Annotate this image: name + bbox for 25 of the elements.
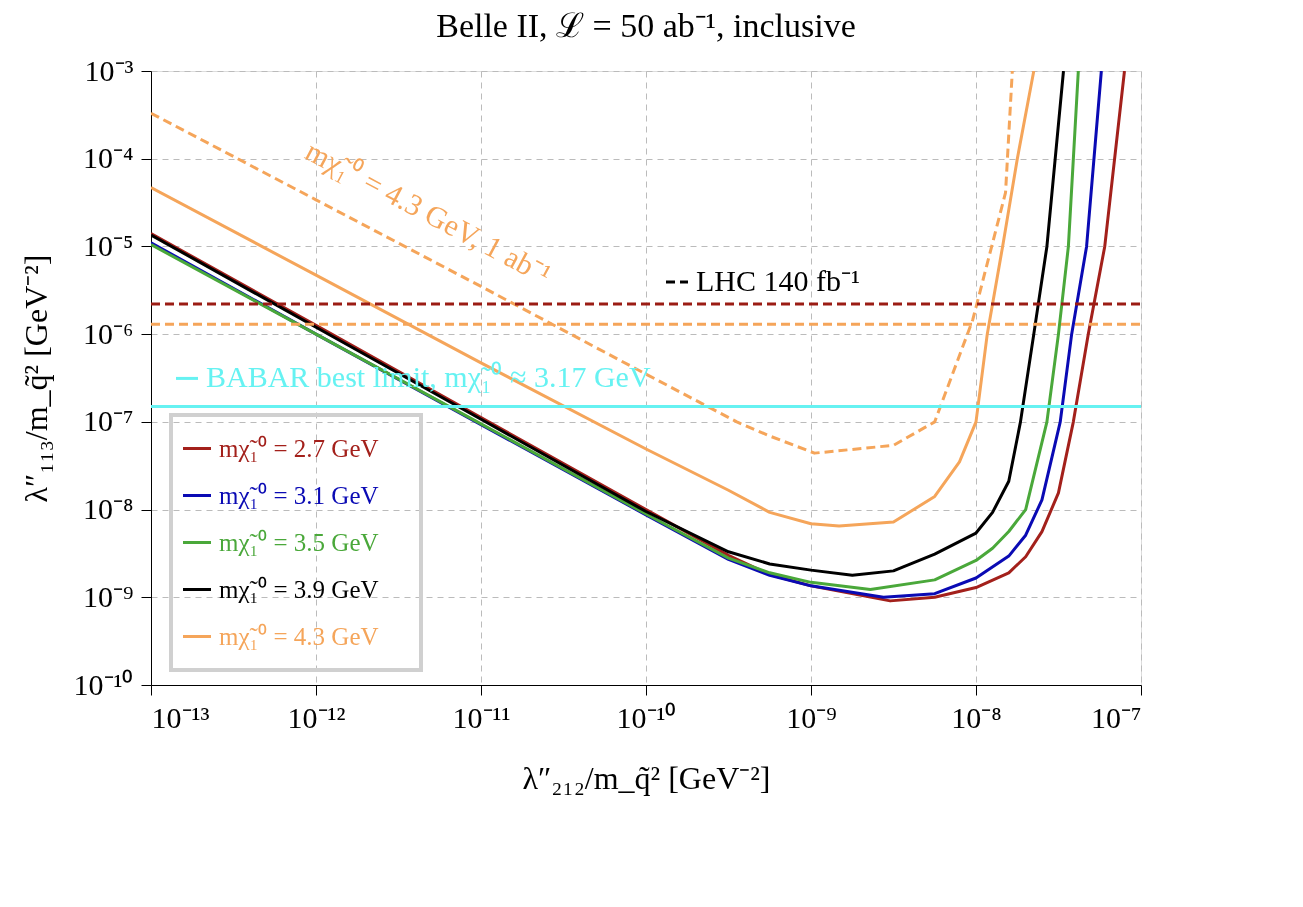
y-tick-label: 10⁻⁹ [83,579,134,613]
y-tick-label: 10⁻¹⁰ [73,667,134,701]
y-tick-label: 10⁻⁵ [83,228,134,262]
x-tick-label: 10⁻¹⁰ [616,700,677,734]
x-tick-label: 10⁻⁸ [951,700,1002,734]
x-tick-label: 10⁻¹² [287,700,346,734]
x-tick-label: 10⁻⁷ [1091,700,1142,734]
y-tick-label: 10⁻⁷ [83,404,134,438]
y-tick-label: 10⁻⁴ [83,141,134,175]
chart-title: Belle II, ℒ = 50 ab⁻¹, inclusive [436,7,856,44]
y-axis-title: λ″₁₁₃/m_q̃² [GeV⁻²] [17,254,54,503]
legend-label: mχ̃₁⁰ = 2.7 GeV [219,434,379,462]
x-tick-label: 10⁻¹³ [151,700,210,734]
legend-label: mχ̃₁⁰ = 4.3 GeV [219,622,379,650]
legend-label: mχ̃₁⁰ = 3.5 GeV [219,528,379,556]
legend-label: mχ̃₁⁰ = 3.9 GeV [219,575,379,603]
y-tick-label: 10⁻⁸ [83,492,134,526]
x-tick-label: 10⁻¹¹ [452,700,511,734]
x-tick-label: 10⁻⁹ [786,700,837,734]
y-tick-label: 10⁻⁶ [83,316,134,350]
legend-label: mχ̃₁⁰ = 3.1 GeV [219,481,379,509]
x-axis-title: λ″₂₁₂/m_q̃² [GeV⁻²] [522,759,771,796]
ref-line-label: LHC 140 fb⁻¹ [696,264,860,298]
y-tick-label: 10⁻³ [84,53,134,87]
text: mχ̃₁⁰ = 4.3 GeV, 1 ab⁻¹ [300,133,557,291]
